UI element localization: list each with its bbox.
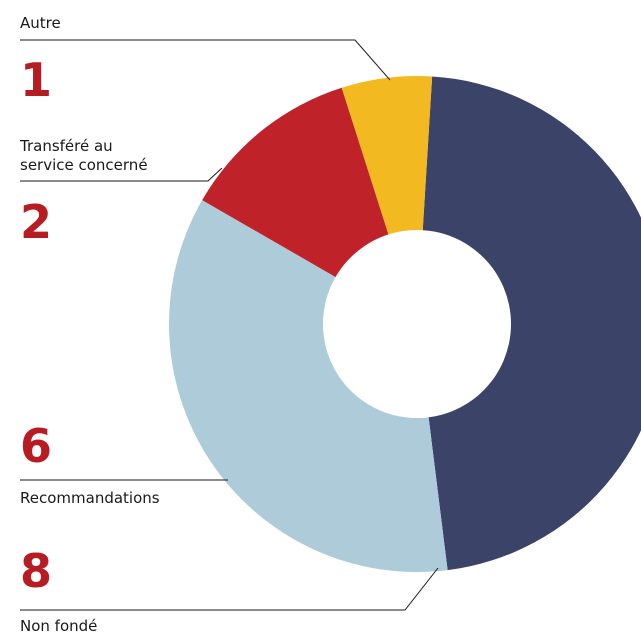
- leader-line: [20, 567, 439, 611]
- slice: [417, 76, 641, 571]
- leader-line: [20, 39, 391, 81]
- value-label: 2: [20, 195, 52, 249]
- category-label: Recommandations: [20, 489, 160, 507]
- category-label: service concerné: [20, 156, 148, 174]
- value-label: 1: [20, 53, 52, 107]
- category-label: Transféré au: [19, 137, 113, 155]
- category-label: Non fondé: [20, 617, 97, 635]
- slice: [169, 200, 448, 572]
- value-label: 6: [20, 419, 52, 473]
- leader-line: [20, 167, 223, 182]
- value-label: 8: [20, 544, 52, 598]
- category-label: Autre: [20, 14, 61, 32]
- donut-hole: [323, 230, 511, 418]
